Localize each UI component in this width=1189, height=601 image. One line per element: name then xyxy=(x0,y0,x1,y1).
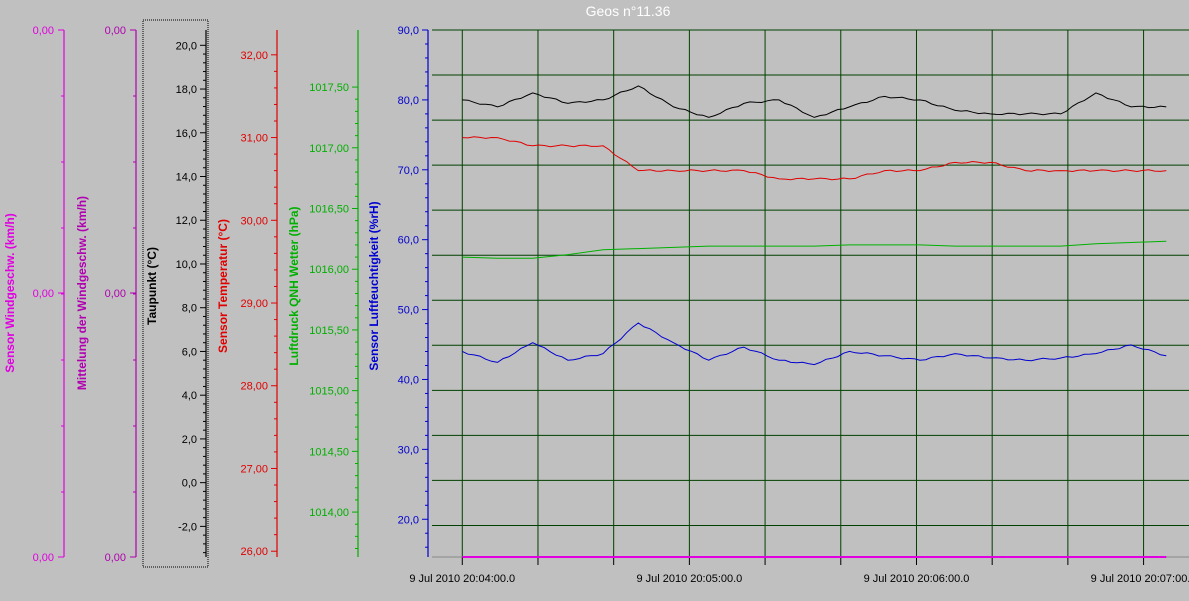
temp-tick-label: 32,00 xyxy=(240,50,268,62)
dew-tick-label: 10,0 xyxy=(176,259,197,271)
wind-axis-label: Sensor Windgeschw. (km/h) xyxy=(3,213,17,372)
hum-tick-label: 70,0 xyxy=(398,165,419,177)
hum-tick-label: 80,0 xyxy=(398,95,419,107)
press-axis-label: Luftdruck QNH Wetter (hPa) xyxy=(287,206,301,365)
hum-tick-label: 90,0 xyxy=(398,25,419,37)
temp-tick-label: 28,00 xyxy=(240,381,268,393)
press-tick-label: 1014,50 xyxy=(309,446,349,458)
hum-axis-label: Sensor Luftfeuchtigkeit (%rH) xyxy=(367,201,381,370)
x-tick-label: 9 Jul 2010 20:04:00.0 xyxy=(409,573,515,585)
series-line-temp xyxy=(462,136,1167,181)
temp-axis-label: Sensor Temperatur (°C) xyxy=(216,219,230,353)
temp-tick-label: 31,00 xyxy=(240,133,268,145)
dew-tick-label: 16,0 xyxy=(176,128,197,140)
dew-tick-label: 20,0 xyxy=(176,40,197,52)
hum-tick-label: 30,0 xyxy=(398,444,419,456)
hum-tick-label: 20,0 xyxy=(398,514,419,526)
chart-title: Geos n°11.36 xyxy=(586,3,671,19)
x-tick-label: 9 Jul 2010 20:05:00.0 xyxy=(636,573,742,585)
dew-tick-label: 6,0 xyxy=(182,346,197,358)
dew-tick-label: 18,0 xyxy=(176,84,197,96)
x-tick-label: 9 Jul 2010 20:06:00.0 xyxy=(864,573,970,585)
wind_avg-tick-label: 0,00 xyxy=(105,288,126,300)
hum-tick-label: 60,0 xyxy=(398,235,419,247)
dew-axis-frame xyxy=(142,19,209,568)
axes-layer: 0,00 0,00 0,00 Sensor Windgeschw. (km/h) 0,0… xyxy=(3,19,429,568)
temp-tick-label: 26,00 xyxy=(240,546,268,558)
wind_avg-tick-label: 0,00 xyxy=(105,25,126,37)
dew-tick-label: 2,0 xyxy=(182,434,197,446)
temp-tick-label: 30,00 xyxy=(240,215,268,227)
dew-tick-label: 4,0 xyxy=(182,390,197,402)
temp-tick-label: 29,00 xyxy=(240,298,268,310)
dew-tick-label: 14,0 xyxy=(176,172,197,184)
press-tick-label: 1015,00 xyxy=(309,386,349,398)
wind-tick-label: 0,00 xyxy=(33,288,54,300)
press-tick-label: 1016,50 xyxy=(309,204,349,216)
wind_avg-tick-label: 0,00 xyxy=(105,552,126,564)
plot-area: 9 Jul 2010 20:04:00.0 9 Jul 2010 20:05:00… xyxy=(409,29,1189,585)
hum-tick-label: 40,0 xyxy=(398,374,419,386)
dew-tick-label: 0,0 xyxy=(182,478,197,490)
temp-tick-label: 27,00 xyxy=(240,463,268,475)
dew-tick-label: 12,0 xyxy=(176,215,197,227)
hum-tick-label: 50,0 xyxy=(398,305,419,317)
press-tick-label: 1016,00 xyxy=(309,264,349,276)
series-line-press xyxy=(462,240,1167,259)
press-tick-label: 1017,50 xyxy=(309,82,349,94)
wind_avg-axis-label: Mittelung der Windgeschw. (km/h) xyxy=(75,196,89,390)
dew-axis-label: Taupunkt (°C) xyxy=(145,247,159,325)
dew-tick-label: -2,0 xyxy=(178,521,197,533)
press-tick-label: 1014,00 xyxy=(309,507,349,519)
dew-tick-label: 8,0 xyxy=(182,303,197,315)
press-tick-label: 1017,00 xyxy=(309,143,349,155)
series-line-hum xyxy=(462,85,1167,118)
wind-tick-label: 0,00 xyxy=(33,25,54,37)
series-line-dew xyxy=(462,322,1167,366)
wind-tick-label: 0,00 xyxy=(33,552,54,564)
x-tick-label: 9 Jul 2010 20:07:00.0 xyxy=(1091,573,1189,585)
press-tick-label: 1015,50 xyxy=(309,325,349,337)
